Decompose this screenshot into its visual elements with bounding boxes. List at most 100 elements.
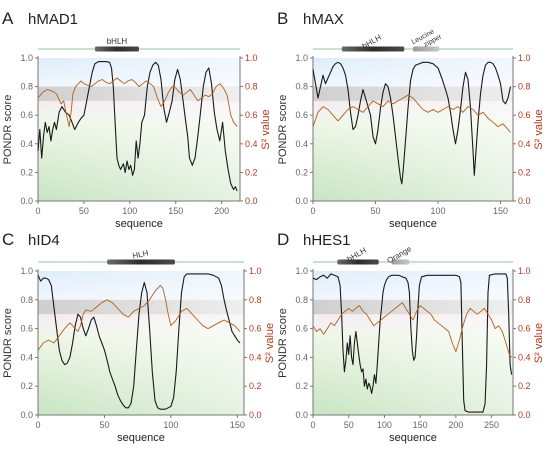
y-tick-label-left: 0.0 (295, 196, 308, 206)
y-axis-label-left: PONDR score (2, 95, 14, 165)
x-tick-label: 0 (35, 420, 40, 430)
y-tick-label-left: 1.0 (295, 266, 308, 276)
y-tick-label-right: 0.2 (245, 167, 258, 177)
y-tick-label-right: 1.0 (518, 266, 531, 276)
y-tick-label-left: 0.2 (20, 381, 33, 391)
y-tick-label-right: 0.2 (518, 381, 531, 391)
y-tick-label-left: 0.8 (20, 82, 33, 92)
y-tick-label-left: 0.4 (295, 139, 308, 149)
y-tick-label-right: 0.2 (518, 167, 531, 177)
y-tick-label-right: 1.0 (245, 53, 258, 63)
plot-background-fade (313, 271, 513, 415)
y-tick-label-left: 0.6 (295, 324, 308, 334)
pondr-score-line (312, 61, 512, 185)
x-axis-label: sequence (117, 432, 165, 444)
y-tick-label-right: 0.4 (245, 139, 258, 149)
y-tick-label-left: 0.4 (20, 139, 33, 149)
plot-background-fade (38, 58, 240, 201)
y-tick-label-right: 0.6 (249, 324, 262, 334)
y-tick-label-right: 0.0 (518, 196, 531, 206)
y-tick-label-left: 0.2 (295, 381, 308, 391)
y-tick-label-left: 0.2 (295, 167, 308, 177)
panel-protein-name: hMAD1 (28, 11, 78, 28)
x-tick-label: 200 (448, 420, 463, 430)
y-axis-label-right: S² value (260, 109, 272, 149)
pondr-score-line (312, 273, 513, 413)
s2-value-line (312, 302, 512, 358)
x-axis-label: sequence (389, 432, 437, 444)
y-tick-label-left: 0.2 (20, 167, 33, 177)
x-tick-label: 0 (310, 420, 315, 430)
y-tick-label-left: 0.8 (295, 295, 308, 305)
x-tick-label: 150 (230, 420, 245, 430)
y-tick-label-right: 0.4 (518, 352, 531, 362)
panel-letter: B (277, 9, 288, 28)
y-tick-label-right: 0.8 (249, 295, 262, 305)
y-axis-label-right: S² value (533, 323, 545, 363)
panel-letter: A (2, 9, 14, 28)
x-tick-label: 0 (35, 206, 40, 216)
y-tick-label-right: 0.8 (518, 295, 531, 305)
y-tick-label-right: 0.6 (518, 324, 531, 334)
plot-background-fade (313, 58, 513, 201)
panel-letter: D (277, 230, 289, 249)
x-tick-label: 50 (370, 206, 380, 216)
x-axis-label: sequence (389, 218, 437, 230)
y-tick-label-left: 1.0 (295, 53, 308, 63)
y-tick-label-left: 0.0 (295, 410, 308, 420)
y-tick-label-left: 0.6 (20, 110, 33, 120)
pondr-score-line (37, 273, 241, 410)
x-tick-label: 100 (430, 206, 445, 216)
pondr-score-line (37, 61, 238, 192)
y-tick-label-right: 0.0 (245, 196, 258, 206)
x-tick-label: 150 (168, 206, 183, 216)
x-tick-label: 50 (344, 420, 354, 430)
y-tick-label-left: 0.6 (20, 324, 33, 334)
x-tick-label: 100 (377, 420, 392, 430)
y-tick-label-right: 0.6 (518, 110, 531, 120)
y-tick-label-right: 0.2 (249, 381, 262, 391)
y-tick-label-right: 0.8 (518, 82, 531, 92)
x-tick-label: 250 (484, 420, 499, 430)
y-tick-label-right: 0.0 (518, 410, 531, 420)
domain-bar (337, 259, 379, 265)
y-tick-label-left: 0.0 (20, 410, 33, 420)
y-axis-label-left: PONDR score (277, 308, 289, 378)
s2-value-line (37, 77, 238, 128)
disorder-threshold-band (313, 299, 513, 315)
y-tick-label-right: 1.0 (518, 53, 531, 63)
y-tick-label-right: 0.0 (249, 410, 262, 420)
domain-bar (94, 46, 139, 52)
disorder-threshold-band (38, 86, 240, 101)
panel-letter: C (2, 230, 14, 249)
y-tick-label-left: 0.4 (20, 352, 33, 362)
y-tick-label-left: 1.0 (20, 266, 33, 276)
y-axis-label-right: S² value (264, 323, 276, 363)
panel-protein-name: hMAX (303, 11, 344, 28)
y-tick-label-left: 1.0 (20, 53, 33, 63)
domain-bar (341, 46, 405, 52)
x-axis-label: sequence (115, 218, 163, 230)
x-tick-label: 50 (79, 206, 89, 216)
x-tick-label: 200 (214, 206, 229, 216)
y-tick-label-right: 1.0 (249, 266, 262, 276)
s2-value-line (37, 284, 241, 351)
disorder-threshold-band (313, 86, 513, 101)
y-tick-label-left: 0.8 (20, 295, 33, 305)
y-axis-label-right: S² value (533, 109, 545, 149)
panel-a: bHLH 0.0 0.0 0.2 0.2 0.4 0.4 0.6 0.6 0.8 0.8 1.0 1.0… (2, 9, 272, 230)
s2-value-line (312, 94, 511, 133)
y-tick-label-right: 0.4 (518, 139, 531, 149)
domain-bar (413, 46, 440, 52)
panel-protein-name: hID4 (28, 232, 60, 249)
y-tick-label-left: 0.6 (295, 110, 308, 120)
domain-label: HLH (132, 248, 150, 260)
y-tick-label-right: 0.8 (245, 82, 258, 92)
x-tick-label: 150 (413, 420, 428, 430)
y-axis-label-left: PONDR score (2, 308, 14, 378)
x-tick-label: 50 (99, 420, 109, 430)
y-tick-label-right: 0.4 (249, 352, 262, 362)
